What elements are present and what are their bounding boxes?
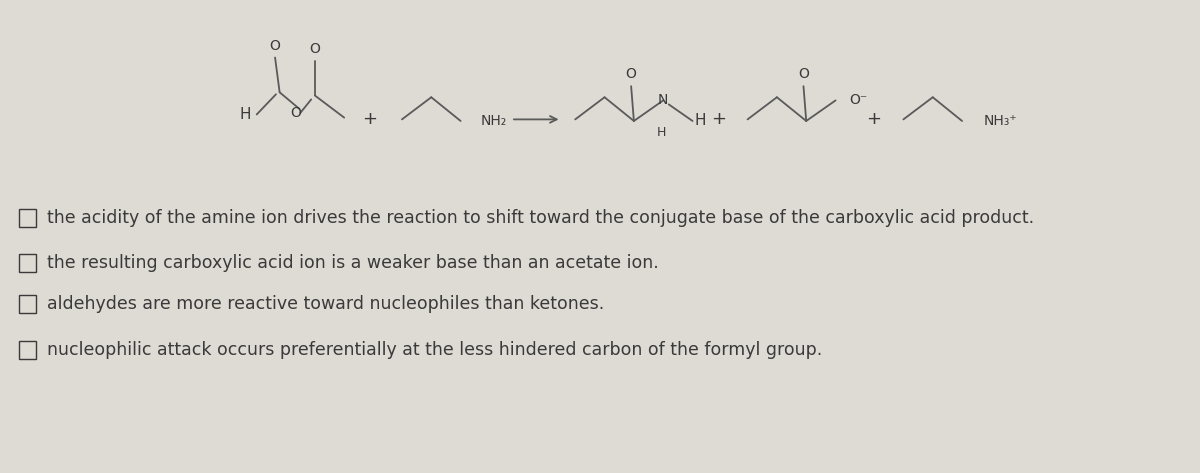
Text: +: + [710, 110, 726, 128]
Bar [19, 341, 36, 359]
Text: NH₂: NH₂ [481, 114, 508, 128]
Text: NH₃⁺: NH₃⁺ [984, 114, 1018, 128]
Text: O⁻: O⁻ [850, 93, 868, 107]
Text: O: O [625, 67, 636, 81]
Text: the resulting carboxylic acid ion is a weaker base than an acetate ion.: the resulting carboxylic acid ion is a w… [47, 254, 659, 272]
Text: the acidity of the amine ion drives the reaction to shift toward the conjugate b: the acidity of the amine ion drives the … [47, 209, 1034, 227]
Text: aldehydes are more reactive toward nucleophiles than ketones.: aldehydes are more reactive toward nucle… [47, 295, 604, 313]
Text: O: O [798, 67, 809, 81]
Bar [19, 295, 36, 313]
Text: H: H [694, 114, 706, 129]
Text: N: N [658, 93, 668, 107]
Text: O: O [290, 106, 301, 120]
Text: nucleophilic attack occurs preferentially at the less hindered carbon of the for: nucleophilic attack occurs preferentiall… [47, 341, 822, 359]
Text: +: + [866, 110, 882, 128]
Bar [19, 254, 36, 272]
Text: +: + [362, 110, 377, 128]
Bar [19, 210, 36, 227]
Text: H: H [656, 125, 666, 139]
Text: O: O [270, 39, 281, 53]
Text: H: H [240, 107, 252, 122]
Text: O: O [310, 42, 320, 56]
